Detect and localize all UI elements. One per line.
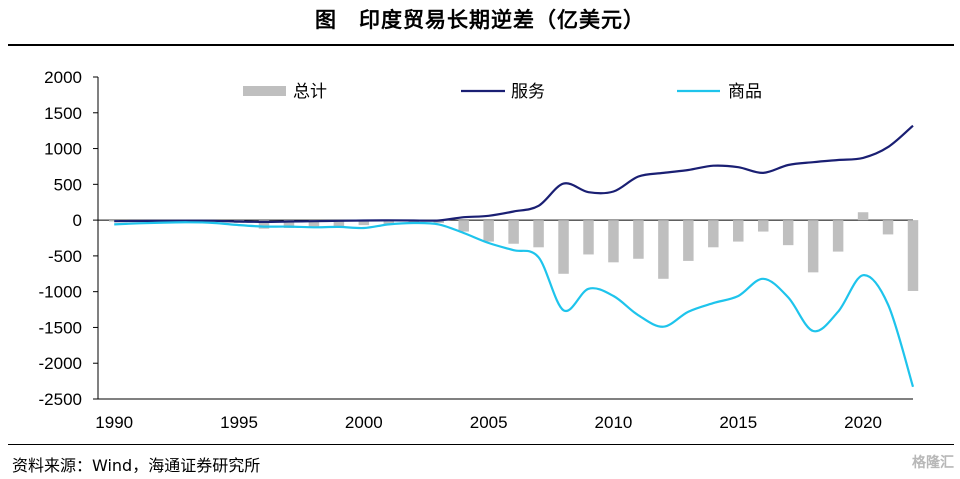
x-tick-label: 1990 xyxy=(95,413,133,432)
y-tick-label: -1000 xyxy=(39,283,82,302)
y-tick-label: -500 xyxy=(48,247,82,266)
chart-title: 图 印度贸易长期逆差（亿美元） xyxy=(315,8,645,32)
x-tick-label: 2005 xyxy=(470,413,508,432)
y-tick-label: -2500 xyxy=(39,390,82,409)
x-tick-label: 1995 xyxy=(220,413,258,432)
bar-total xyxy=(358,220,370,226)
legend-label-goods: 商品 xyxy=(728,82,762,101)
footer-rule xyxy=(8,444,954,445)
bar-total xyxy=(733,220,744,242)
y-tick-label: 1000 xyxy=(44,140,82,159)
line-services xyxy=(114,124,914,224)
bar-total xyxy=(283,220,295,228)
legend-label-services: 服务 xyxy=(511,82,545,101)
line-goods xyxy=(114,221,915,388)
y-tick-label: 1500 xyxy=(44,104,82,123)
x-tick-label: 2020 xyxy=(844,413,882,432)
bar-total xyxy=(708,220,719,248)
bar-total xyxy=(608,220,619,263)
bar-total xyxy=(533,220,544,248)
watermark-logo: 格隆汇 xyxy=(912,455,954,471)
bar-total xyxy=(333,220,345,227)
bar-total xyxy=(583,220,594,255)
source-note: 资料来源：Wind，海通证券研究所 xyxy=(12,456,261,475)
y-tick-label: 500 xyxy=(54,175,82,194)
bar-total xyxy=(258,220,270,229)
x-tick-label: 2010 xyxy=(595,413,633,432)
bar-total xyxy=(683,220,694,261)
bar-total xyxy=(782,220,794,246)
bar-total xyxy=(857,212,869,221)
bar-total xyxy=(458,220,469,232)
bar-total xyxy=(832,220,844,252)
bar-total xyxy=(633,220,644,259)
bar-total xyxy=(308,220,320,228)
bar-total xyxy=(757,220,769,232)
bar-total xyxy=(508,220,519,244)
legend-label-total: 总计 xyxy=(293,82,327,101)
y-tick-label: 2000 xyxy=(44,68,82,87)
bar-total xyxy=(907,220,919,291)
y-tick-label: -2000 xyxy=(39,354,82,373)
x-tick-label: 2000 xyxy=(345,413,383,432)
y-tick-label: 0 xyxy=(73,211,82,230)
bar-total xyxy=(807,220,819,273)
bar-total xyxy=(558,220,569,274)
bar-total xyxy=(882,220,894,235)
bar-total xyxy=(383,220,395,225)
bar-total xyxy=(483,220,494,242)
legend-swatch-total xyxy=(243,86,286,96)
chart-svg: 2000 1500 1000 500 0 -500 -1000 -1500 -2000 -2500… xyxy=(39,68,919,432)
bar-total xyxy=(658,220,669,279)
title-rule xyxy=(8,44,954,46)
x-tick-label: 2015 xyxy=(719,413,757,432)
y-tick-label: -1500 xyxy=(39,318,82,337)
